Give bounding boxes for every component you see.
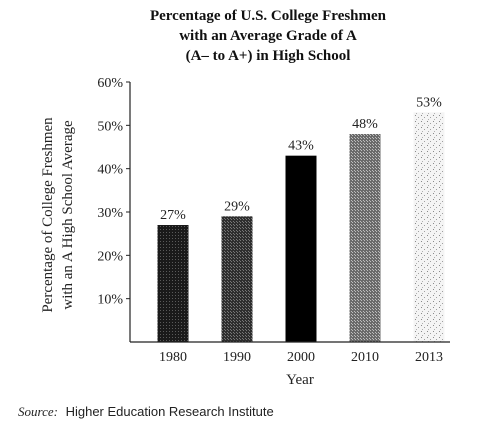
bar-1990 [221, 216, 253, 342]
x-tick-label-2013: 2013 [415, 350, 443, 365]
chart-title-line-2: with an Average Grade of A [179, 28, 357, 44]
bar-2000 [285, 155, 317, 342]
y-tick-label: 40% [97, 163, 123, 178]
y-axis-label-line-2: with an A High School Average [60, 120, 76, 310]
chart-title-line-1: Percentage of U.S. College Freshmen [150, 8, 387, 24]
bar-1980 [157, 225, 189, 342]
x-axis-ticks: 1980 1990 2000 2010 2013 [159, 350, 443, 365]
y-axis-ticks: 10% 20% 30% 40% 50% 60% [97, 76, 130, 308]
source-prefix: Source: [18, 404, 58, 419]
source-note: Source: Higher Education Research Instit… [18, 404, 274, 419]
y-tick-label: 60% [97, 76, 123, 91]
x-tick-label-2010: 2010 [351, 350, 379, 365]
y-axis-label-line-1: Percentage of College Freshmen [40, 117, 56, 313]
data-label-2013: 53% [416, 95, 442, 110]
y-tick-label: 50% [97, 119, 123, 134]
data-label-2000: 43% [288, 139, 314, 154]
data-labels: 27% 29% 43% 48% 53% [160, 95, 442, 223]
bars [157, 112, 445, 342]
chart-title: Percentage of U.S. College Freshmen with… [150, 8, 387, 64]
x-axis-label: Year [286, 372, 314, 388]
data-label-2010: 48% [352, 117, 378, 132]
y-tick-label: 10% [97, 293, 123, 308]
data-label-1980: 27% [160, 208, 186, 223]
x-tick-label-1980: 1980 [159, 350, 187, 365]
chart-title-line-3: (A– to A+) in High School [186, 48, 351, 64]
data-label-1990: 29% [224, 199, 250, 214]
x-tick-label-1990: 1990 [223, 350, 251, 365]
source-text: Higher Education Research Institute [66, 404, 274, 419]
y-tick-label: 20% [97, 249, 123, 264]
y-tick-label: 30% [97, 206, 123, 221]
bar-2013 [413, 112, 445, 342]
x-tick-label-2000: 2000 [287, 350, 315, 365]
bar-2010 [349, 134, 381, 342]
y-axis-label: Percentage of College Freshmen with an A… [40, 117, 76, 313]
